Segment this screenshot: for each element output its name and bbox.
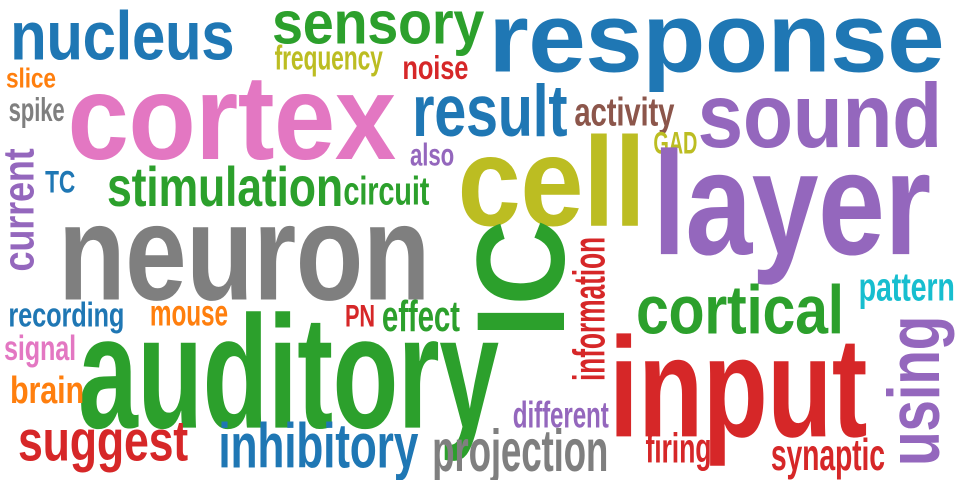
word-recording: recording xyxy=(7,295,124,335)
word-layer: layer xyxy=(651,121,931,287)
word-brain: brain xyxy=(9,368,84,411)
word-cortical: cortical xyxy=(635,271,844,349)
word-sensory: sensory xyxy=(272,0,485,57)
word-slice: slice xyxy=(5,62,56,93)
word-projection: projection xyxy=(432,417,609,480)
word-result: result xyxy=(412,69,568,153)
word-response: response xyxy=(488,0,944,93)
word-effect: effect xyxy=(381,291,460,340)
word-signal: signal xyxy=(3,327,76,368)
word-different: different xyxy=(512,394,609,436)
word-synaptic: synaptic xyxy=(770,429,885,480)
word-frequency: frequency xyxy=(274,38,383,78)
word-neuron: neuron xyxy=(58,176,430,330)
word-suggest: suggest xyxy=(17,408,188,474)
word-firing: firing xyxy=(644,424,711,472)
word-also: also xyxy=(410,137,455,173)
word-noise: noise xyxy=(401,49,468,86)
word-cortex: cortex xyxy=(66,50,396,186)
word-cell: cell xyxy=(457,110,645,253)
word-gad: GAD xyxy=(652,125,697,161)
word-nucleus: nucleus xyxy=(10,0,235,75)
word-auditory: auditory xyxy=(77,283,499,463)
word-current: current xyxy=(0,147,43,272)
word-using: using xyxy=(872,315,956,467)
word-pn: PN xyxy=(344,298,375,334)
word-input: input xyxy=(609,308,867,468)
word-activity: activity xyxy=(573,89,674,135)
word-circuit: circuit xyxy=(342,168,429,214)
word-stimulation: stimulation xyxy=(106,156,343,218)
word-inhibitory: inhibitory xyxy=(217,410,418,480)
word-spike: spike xyxy=(8,91,65,128)
word-sound: sound xyxy=(697,64,942,167)
word-tc: TC xyxy=(45,164,76,200)
word-information: information xyxy=(564,236,615,382)
word-pattern: pattern xyxy=(858,264,955,310)
word-mouse: mouse xyxy=(149,292,228,334)
